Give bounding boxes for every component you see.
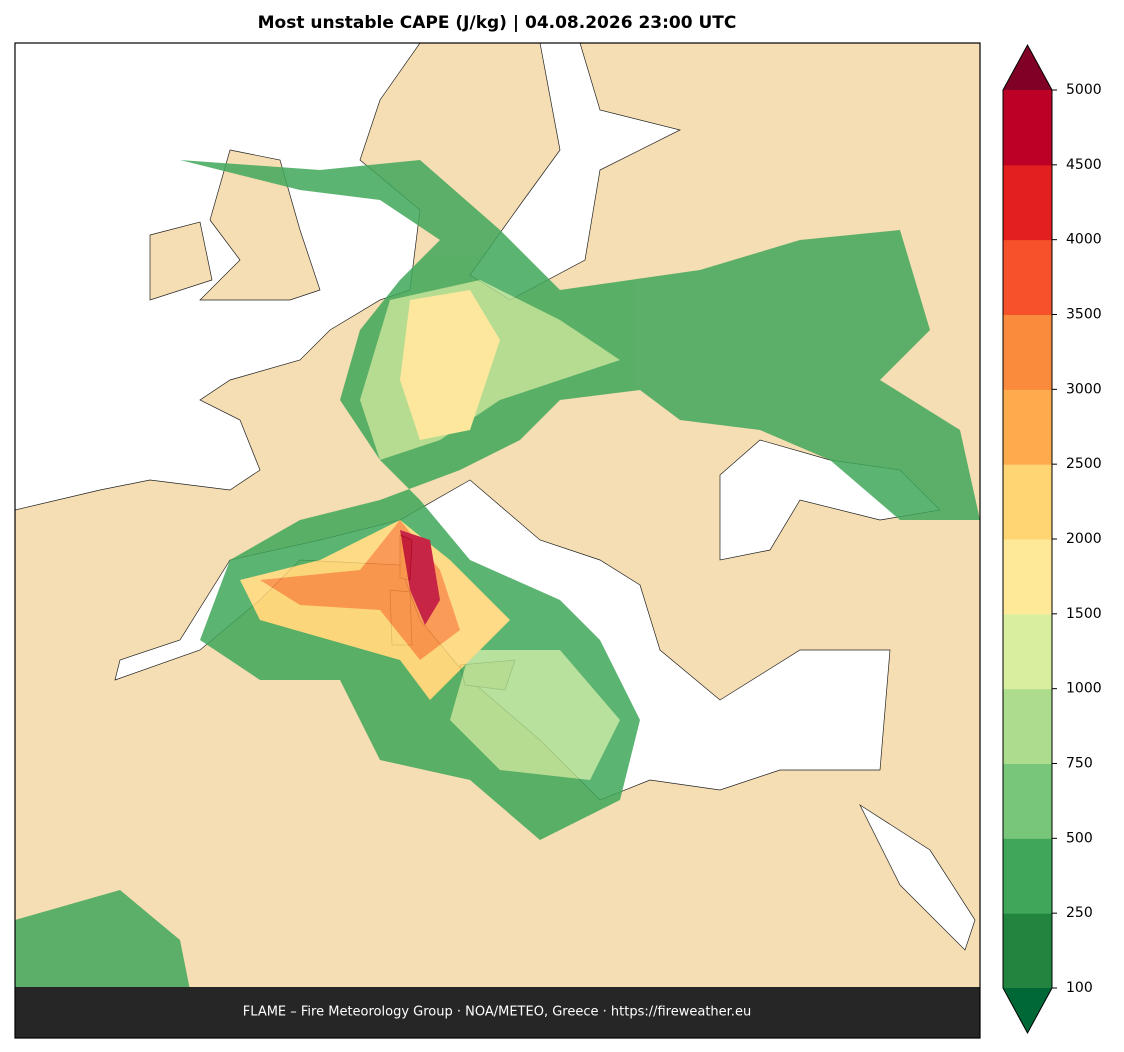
ireland (149, 221, 213, 301)
cape-low (180, 160, 980, 840)
colorbar-tick-label: 250 (1066, 905, 1093, 921)
colorbar-bin (1003, 913, 1052, 989)
colorbar-tick-label: 2000 (1066, 531, 1102, 547)
colorbar-bin (1003, 539, 1052, 615)
colorbar-tick-label: 2500 (1066, 456, 1102, 472)
cape-mid-high (400, 290, 500, 440)
colorbar-bin (1003, 90, 1052, 166)
colorbar-bin (1003, 688, 1052, 764)
cape-mid-south (450, 650, 620, 780)
cape-field (15, 160, 980, 990)
cape-high (240, 520, 510, 700)
colorbar-tick-label: 500 (1066, 830, 1093, 846)
atlantic (15, 43, 421, 511)
colorbar-bin (1003, 464, 1052, 540)
map: FLAME – Fire Meteorology Group · NOA/MET… (15, 43, 980, 1038)
colorbar-tick-label: 4500 (1066, 157, 1102, 173)
colorbar-tick-label: 4000 (1066, 232, 1102, 248)
colorbar-bin (1003, 838, 1052, 914)
colorbar-bin (1003, 164, 1052, 241)
colorbar-under (1003, 988, 1052, 1033)
colorbar-over (1003, 45, 1052, 90)
colorbar-tick-label: 3000 (1066, 381, 1102, 397)
map-frame (14, 42, 981, 1039)
colorbar-bin (1003, 613, 1052, 690)
cape-max (400, 530, 440, 625)
colorbar: 100 250 500 750 1000 1500 2000 2500 3000 3500 4000… (1002, 43, 1102, 1035)
cape-low-africa (15, 890, 190, 990)
colorbar-bin (1003, 314, 1052, 390)
colorbar-bin (1003, 389, 1052, 465)
colorbar-tick-label: 3500 (1066, 307, 1102, 323)
colorbar-tick-label: 1500 (1066, 606, 1102, 622)
colorbar-tick-label: 1000 (1066, 681, 1102, 697)
colorbar-bin (1003, 763, 1052, 839)
red-sea (859, 804, 976, 951)
footer: FLAME – Fire Meteorology Group · NOA/MET… (243, 1005, 751, 1020)
colorbar-tick-label: 100 (1066, 980, 1093, 996)
baltic (469, 43, 682, 301)
footer-band (15, 987, 980, 1038)
colorbar-tick-label: 750 (1066, 756, 1093, 772)
colorbar-tick-label: 5000 (1066, 82, 1102, 98)
colorbar-bin (1003, 239, 1052, 315)
title: Most unstable CAPE (J/kg) | 04.08.2026 2… (258, 13, 737, 33)
